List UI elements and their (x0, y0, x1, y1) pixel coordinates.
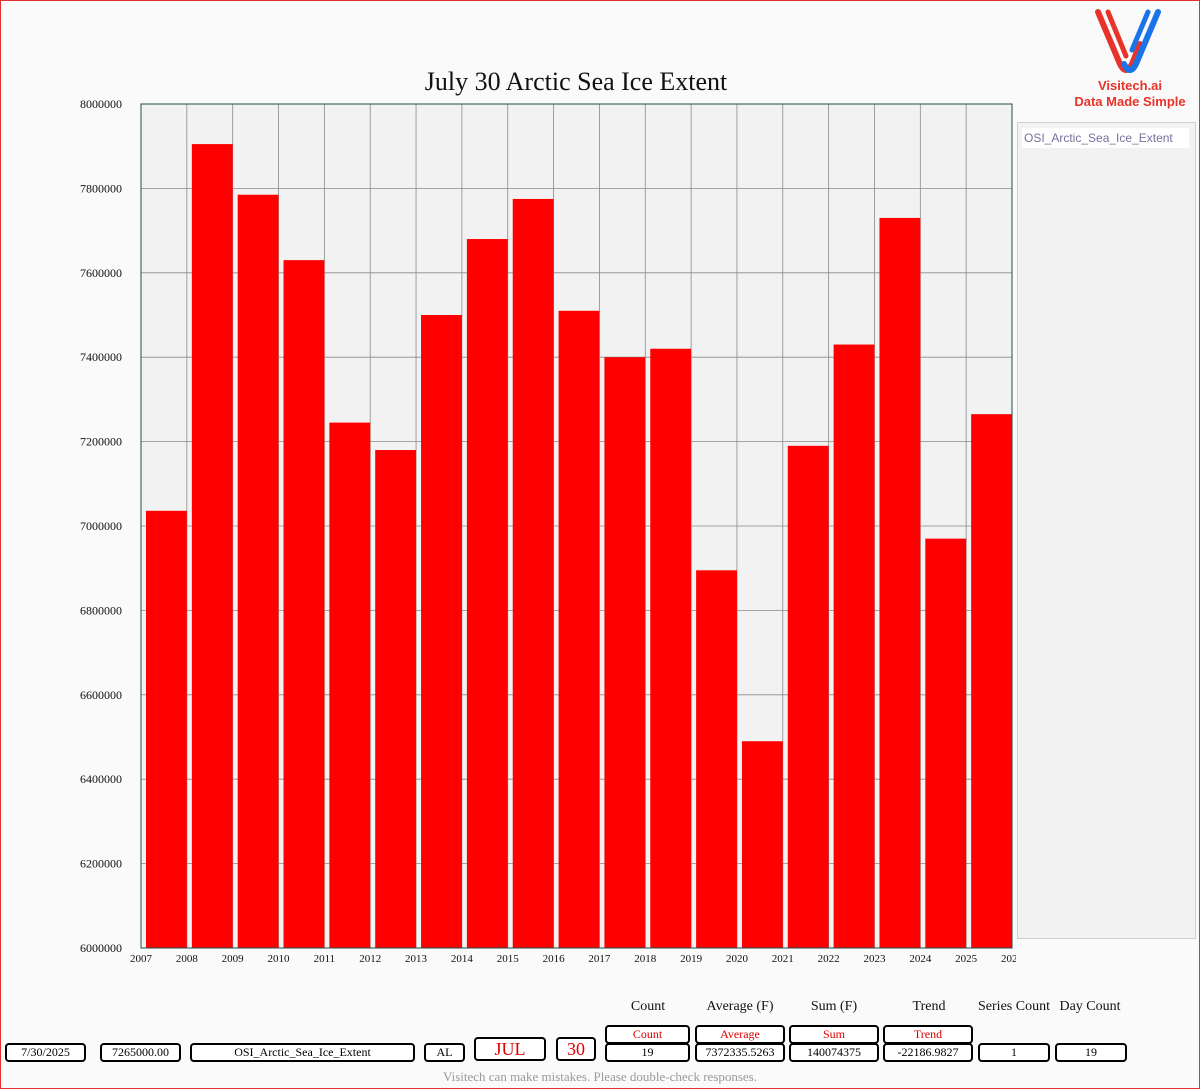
bar (512, 198, 554, 948)
bar (696, 570, 737, 948)
bar (237, 194, 279, 949)
x-tick-label: 2025 (955, 953, 978, 965)
y-tick-label: 7200000 (80, 435, 122, 449)
visitech-logo (1095, 9, 1161, 73)
sum-button[interactable]: Sum (789, 1025, 879, 1044)
x-tick-label: 2024 (909, 953, 932, 965)
y-tick-label: 7600000 (80, 266, 122, 280)
series-field[interactable]: OSI_Arctic_Sea_Ice_Extent (190, 1043, 415, 1062)
bar (191, 144, 233, 949)
sum-value: 140074375 (789, 1043, 879, 1062)
y-tick-label: 6400000 (80, 772, 122, 786)
chart-title: July 30 Arctic Sea Ice Extent (425, 67, 728, 96)
brand-name: Visitech.ai (1097, 78, 1163, 93)
x-tick-label: 2026 (1001, 953, 1016, 965)
trend-header: Trend (912, 999, 946, 1014)
x-tick-label: 2015 (497, 953, 520, 965)
bar (971, 414, 1012, 948)
bar (146, 510, 187, 948)
count-button[interactable]: Count (605, 1025, 690, 1044)
y-tick-label: 7000000 (80, 519, 122, 533)
x-tick-label: 2014 (451, 953, 474, 965)
y-tick-label: 6000000 (80, 941, 122, 955)
y-tick-label: 6800000 (80, 603, 122, 617)
x-tick-label: 2021 (772, 953, 794, 965)
series-count-header: Series Count (978, 999, 1050, 1014)
x-tick-label: 2008 (176, 953, 199, 965)
date-field[interactable]: 7/30/2025 (5, 1043, 86, 1062)
y-tick-label: 7800000 (80, 181, 122, 195)
x-tick-label: 2012 (359, 953, 381, 965)
trend-button[interactable]: Trend (883, 1025, 973, 1044)
y-tick-label: 6600000 (80, 688, 122, 702)
bar (329, 422, 371, 948)
disclaimer: Visitech can make mistakes. Please doubl… (442, 1069, 757, 1084)
plot-area: 6000000 6200000 6400000 6600000 6800000 70000… (80, 97, 1016, 965)
bar (787, 445, 829, 948)
average-button[interactable]: Average (695, 1025, 785, 1044)
bar (925, 538, 967, 948)
x-tick-label: 2022 (818, 953, 840, 965)
bar (421, 315, 462, 948)
bar (650, 348, 692, 948)
x-tick-label: 2019 (680, 953, 703, 965)
bar (833, 344, 875, 948)
x-tick-label: 2011 (314, 953, 336, 965)
x-tick-label: 2023 (863, 953, 886, 965)
legend-item-series[interactable]: OSI_Arctic_Sea_Ice_Extent (1022, 128, 1189, 148)
bar (466, 239, 508, 949)
x-tick-label: 2017 (588, 953, 611, 965)
x-tick-label: 2009 (222, 953, 245, 965)
bar (879, 217, 921, 948)
bar (283, 260, 325, 948)
y-tick-label: 8000000 (80, 97, 122, 111)
bar (604, 357, 646, 948)
legend-panel: OSI_Arctic_Sea_Ice_Extent (1017, 122, 1196, 939)
count-header: Count (630, 999, 666, 1014)
month-field[interactable]: JUL (474, 1037, 546, 1061)
region-field[interactable]: AL (424, 1043, 465, 1062)
x-tick-label: 2007 (130, 953, 153, 965)
day-count-header: Day Count (1059, 999, 1121, 1014)
x-tick-label: 2013 (405, 953, 428, 965)
day-field[interactable]: 30 (556, 1037, 596, 1061)
day-count-value: 19 (1055, 1043, 1127, 1062)
value-field[interactable]: 7265000.00 (100, 1043, 181, 1062)
x-tick-label: 2016 (543, 953, 566, 965)
brand-tagline: Data Made Simple (1074, 94, 1186, 109)
x-tick-label: 2018 (634, 953, 657, 965)
series-count-value: 1 (978, 1043, 1050, 1062)
x-tick-label: 2010 (268, 953, 291, 965)
count-value: 19 (605, 1043, 690, 1062)
trend-value: -22186.9827 (883, 1043, 973, 1062)
bar (558, 310, 600, 948)
bar (741, 741, 783, 948)
average-header: Average (F) (706, 999, 774, 1014)
x-tick-label: 2020 (726, 953, 749, 965)
bar-chart: July 30 Arctic Sea Ice Extent 6000000 620… (80, 67, 1016, 965)
sum-header: Sum (F) (810, 999, 858, 1014)
y-tick-label: 6200000 (80, 857, 122, 871)
plot-border (140, 103, 1013, 949)
bar (375, 450, 417, 948)
average-value: 7372335.5263 (695, 1043, 785, 1062)
y-tick-label: 7400000 (80, 350, 122, 364)
